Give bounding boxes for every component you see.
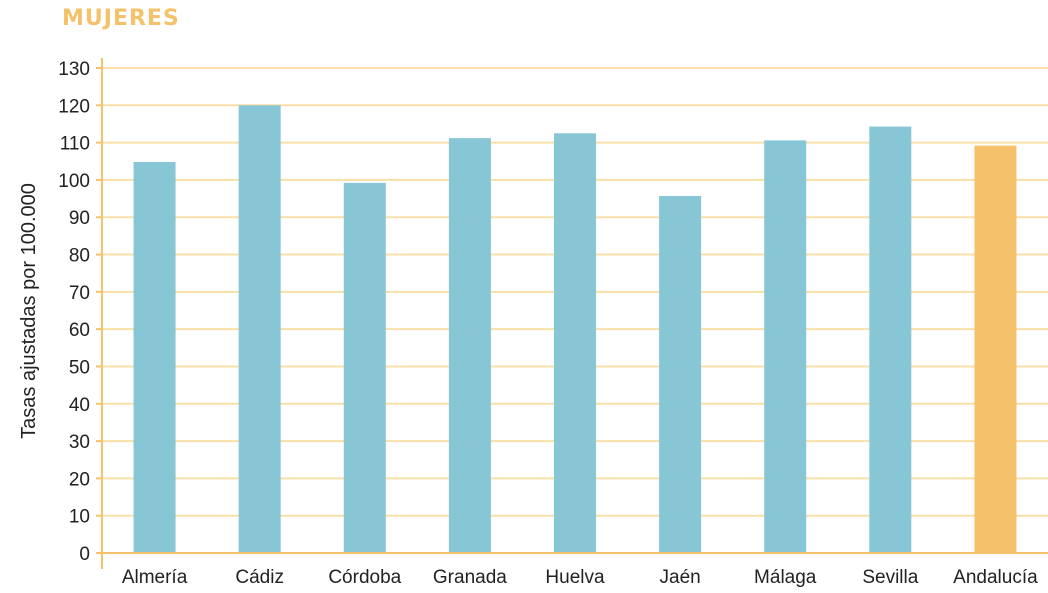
x-tick-label: Almería — [122, 567, 188, 588]
bar-jaén — [659, 195, 702, 553]
x-tick-label: Andalucía — [953, 567, 1038, 588]
y-tick-label: 30 — [69, 432, 90, 453]
bars — [133, 105, 1017, 554]
y-tick-label: 60 — [69, 320, 90, 341]
y-tick-label: 50 — [69, 357, 90, 378]
y-tick-label: 110 — [60, 134, 90, 155]
bar-málaga — [764, 140, 807, 553]
bar-almería — [133, 162, 176, 553]
y-tick-label: 80 — [69, 246, 90, 267]
x-tick-label: Huelva — [545, 567, 605, 588]
x-tick-label: Cádiz — [235, 567, 284, 588]
bar-córdoba — [343, 182, 386, 553]
bar-andalucía — [974, 145, 1017, 553]
y-tick-label: 130 — [58, 59, 90, 80]
bar-granada — [448, 138, 491, 553]
y-tick-label: 120 — [58, 96, 90, 117]
y-tick-label: 90 — [69, 208, 90, 229]
y-tick-label: 20 — [69, 469, 90, 490]
x-tick-label: Sevilla — [862, 567, 918, 588]
bar-huelva — [554, 133, 596, 554]
axes — [96, 58, 1048, 569]
bar-cádiz — [238, 105, 281, 554]
x-tick-label: Granada — [433, 567, 507, 588]
y-tick-label: 10 — [69, 507, 90, 528]
x-tick-labels: Almería Cádiz Córdoba Granada Huelva Jaén Mála… — [122, 567, 1038, 588]
x-tick-label: Jaén — [660, 567, 701, 588]
x-tick-label: Córdoba — [328, 567, 401, 588]
bar-sevilla — [869, 126, 912, 554]
y-tick-label: 70 — [69, 283, 90, 304]
y-tick-label: 100 — [58, 171, 90, 192]
y-axis-label: Tasas ajustadas por 100.000 — [18, 183, 40, 439]
y-tick-label: 40 — [69, 395, 90, 416]
y-tick-label: 0 — [79, 544, 90, 565]
y-tick-labels: 0 10 20 30 40 50 60 70 80 90 100 110 120 130 — [58, 59, 90, 565]
chart-title: MUJERES — [62, 6, 180, 31]
x-tick-label: Málaga — [754, 567, 817, 588]
